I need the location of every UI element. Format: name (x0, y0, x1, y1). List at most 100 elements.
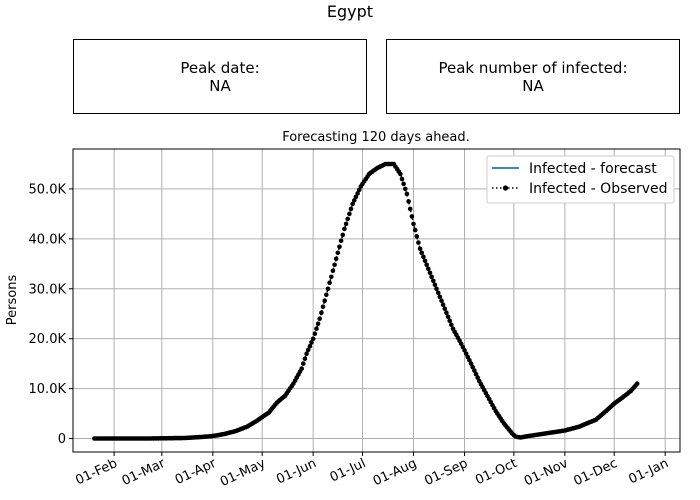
observed-point (317, 316, 323, 322)
observed-point (348, 206, 354, 212)
observed-point (347, 211, 352, 217)
observed-point (437, 294, 443, 300)
observed-point (299, 366, 305, 371)
observed-point (350, 201, 355, 207)
observed-point (445, 314, 451, 320)
x-tick-label: 01-Oct (473, 456, 519, 488)
observed-point (431, 278, 436, 284)
observed-point (447, 318, 453, 324)
observed-point (429, 274, 434, 280)
observed-point (302, 356, 308, 362)
observed-point (345, 216, 351, 222)
x-tick-label: 01-Nov (522, 456, 571, 489)
observed-point (409, 214, 415, 219)
x-tick-label: 01-Aug (371, 456, 419, 489)
peak-date-box: Peak date: NA (73, 39, 367, 114)
observed-point (324, 292, 329, 298)
observed-point (322, 298, 328, 304)
observed-point (424, 262, 430, 268)
chart-subtitle: Forecasting 120 days ahead. (282, 130, 470, 145)
observed-point (335, 250, 341, 256)
observed-point (473, 371, 479, 377)
observed-point (470, 364, 476, 370)
legend-label-observed: Infected - Observed (529, 181, 668, 197)
observed-point (315, 321, 321, 327)
observed-point (440, 302, 446, 308)
observed-point (340, 232, 346, 238)
observed-point (427, 270, 433, 276)
peak-infected-value: NA (522, 76, 544, 95)
observed-point (343, 221, 349, 227)
observed-point (352, 198, 357, 203)
x-tick-label: 01-Jul (328, 456, 368, 486)
observed-point (356, 187, 362, 193)
observed-point (332, 262, 337, 268)
observed-point (434, 286, 439, 292)
x-tick-label: 01-Mar (120, 456, 168, 489)
observed-point (309, 340, 314, 345)
observed-point (404, 191, 410, 197)
observed-point (634, 381, 640, 386)
x-tick-label: 01-Feb (73, 456, 119, 488)
observed-point (353, 194, 359, 200)
observed-point (468, 361, 474, 366)
observed-point (338, 238, 344, 244)
observed-line (94, 163, 638, 440)
observed-point (435, 290, 441, 296)
observed-point (398, 171, 403, 177)
observed-point (449, 322, 454, 328)
legend-marker-observed (502, 185, 509, 191)
observed-point (442, 306, 448, 312)
peak-date-label: Peak date: (180, 58, 260, 77)
observed-point (406, 199, 411, 204)
figure-title: Egypt (326, 2, 374, 21)
observed-point (319, 310, 324, 316)
observed-point (419, 250, 425, 256)
x-tick-label: 01-Jun (274, 456, 319, 487)
observed-point (412, 227, 418, 233)
y-axis-title: Persons (5, 275, 20, 326)
legend-box (486, 155, 675, 204)
peak-date-value: NA (209, 76, 231, 95)
observed-point (421, 254, 426, 260)
peak-infected-label: Peak number of infected: (438, 58, 628, 77)
observed-point (426, 266, 431, 272)
observed-point (414, 234, 420, 239)
observed-point (403, 186, 408, 192)
observed-point (320, 304, 326, 310)
y-tick-label: 50.0K (29, 182, 67, 197)
observed-point (327, 280, 332, 286)
x-tick-label: 01-Sep (422, 456, 470, 489)
observed-point (475, 375, 481, 380)
y-tick-label: 0 (58, 432, 66, 447)
observed-point (333, 256, 339, 262)
observed-point (432, 282, 438, 288)
y-tick-label: 10.0K (29, 382, 67, 397)
observed-point (422, 258, 428, 264)
observed-point (304, 351, 309, 357)
legend-label-forecast: Infected - forecast (529, 161, 657, 177)
x-tick-label: 01-Dec (572, 456, 620, 489)
observed-point (337, 244, 342, 250)
observed-point (417, 246, 423, 252)
observed-point (310, 336, 316, 342)
x-tick-label: 01-May (218, 456, 268, 490)
observed-point (401, 181, 406, 187)
observed-point (411, 221, 416, 227)
x-tick-label: 01-Jan (626, 456, 670, 487)
legend: Infected - forecast Infected - Observed (486, 155, 675, 204)
observed-point (307, 343, 313, 349)
observed-point (314, 326, 319, 332)
y-tick-label: 30.0K (29, 282, 67, 297)
series-layer (92, 161, 640, 441)
observed-point (355, 191, 360, 196)
observed-point (312, 331, 318, 337)
observed-point (305, 347, 311, 353)
observed-point (444, 310, 449, 316)
observed-point (416, 240, 421, 245)
observed-point (462, 348, 467, 353)
x-tick-label: 01-Apr (173, 456, 219, 488)
plot-frame (72, 148, 681, 453)
